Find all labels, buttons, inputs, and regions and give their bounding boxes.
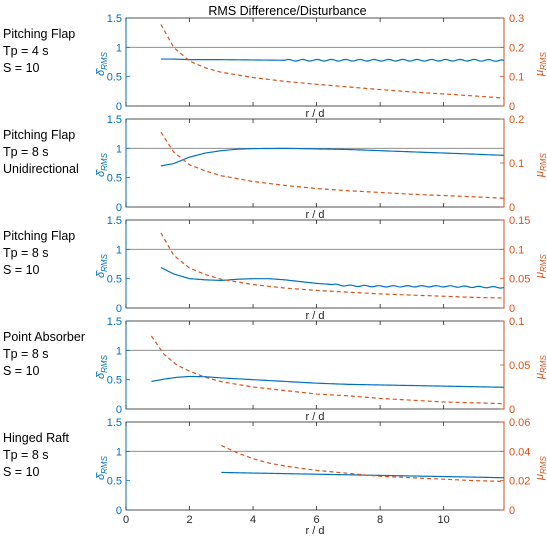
x-tick-label: 6: [314, 514, 320, 526]
left-tick-label: 0: [116, 303, 122, 315]
case-label-line: Tp = 8 s: [3, 145, 49, 159]
left-axis-label: δ̂RMS: [95, 253, 109, 278]
left-tick-label: 1: [116, 446, 122, 458]
right-tick-label: 0: [509, 101, 515, 113]
right-tick-label: 0: [509, 505, 515, 517]
left-tick-label: 1: [116, 345, 122, 357]
right-tick-label: 0.02: [509, 476, 530, 488]
x-tick-label: 10: [438, 514, 450, 526]
delta-rms-line: [151, 375, 505, 388]
case-label: Point Absorber Tp = 8 s S = 10: [3, 329, 85, 380]
right-tick-label: 0.15: [509, 215, 530, 227]
mu-rms-line: [160, 24, 505, 99]
right-tick-label: 0.1: [509, 158, 524, 170]
delta-rms-line: [160, 58, 505, 62]
case-label-line: S = 10: [3, 61, 40, 75]
right-tick-label: 0.04: [509, 446, 530, 458]
left-tick-label: 1.5: [107, 417, 122, 429]
right-tick-label: 0: [509, 404, 515, 416]
left-tick-label: 1.5: [107, 316, 122, 328]
right-axis-label: μRMS: [534, 153, 547, 178]
case-label-line: Tp = 8 s: [3, 347, 49, 361]
delta-rms-line: [160, 147, 505, 167]
panel-frame: [125, 219, 505, 309]
left-tick-label: 1.5: [107, 114, 122, 126]
x-tick-label: 8: [377, 514, 383, 526]
left-tick-label: 0.5: [107, 274, 122, 286]
mu-rms-line: [150, 335, 505, 405]
x-axis-label: r / d: [306, 108, 325, 120]
case-label-line: Unidirectional: [3, 162, 79, 176]
x-axis-label: r / d: [306, 411, 325, 423]
panel-frame: [125, 17, 505, 107]
x-tick-label: 2: [186, 514, 192, 526]
left-axis-label: δ̂RMS: [95, 51, 109, 76]
case-label: Pitching Flap Tp = 8 s Unidirectional: [3, 127, 79, 178]
panel-frame: [125, 118, 505, 208]
left-tick-label: 1: [116, 244, 122, 256]
case-label: Pitching Flap Tp = 8 s S = 10: [3, 228, 75, 279]
left-tick-label: 0: [116, 202, 122, 214]
case-label-line: Tp = 8 s: [3, 448, 49, 462]
right-tick-label: 0.2: [509, 42, 524, 54]
case-label-line: Pitching Flap: [3, 27, 76, 41]
right-tick-label: 0: [509, 202, 515, 214]
chart-title-text: RMS Difference/Disturbance: [208, 4, 367, 18]
right-axis-label: μRMS: [534, 355, 547, 380]
left-tick-label: 1: [116, 143, 122, 155]
x-tick-label: 4: [250, 514, 256, 526]
left-tick-label: 0.5: [107, 173, 122, 185]
case-label-line: Tp = 4 s: [3, 44, 49, 58]
left-axis-label: δ̂RMS: [95, 455, 109, 480]
mu-rms-line: [160, 232, 505, 299]
case-label-line: S = 10: [3, 465, 40, 479]
right-tick-label: 0.1: [509, 244, 524, 256]
left-tick-label: 0.5: [107, 375, 122, 387]
left-tick-label: 1: [116, 42, 122, 54]
panel-frame: [125, 421, 505, 511]
mu-rms-line: [221, 444, 505, 482]
right-tick-label: 0.05: [509, 360, 530, 372]
left-tick-label: 1.5: [107, 215, 122, 227]
right-tick-label: 0.3: [509, 13, 524, 25]
case-label-line: S = 10: [3, 263, 40, 277]
x-tick-label: 0: [123, 514, 129, 526]
case-label-line: Point Absorber: [3, 330, 85, 344]
chart-title: RMS Difference/Disturbance: [0, 2, 547, 20]
case-label: Hinged Raft Tp = 8 s S = 10: [3, 430, 69, 481]
x-axis-label: r / d: [306, 525, 325, 537]
delta-rms-line: [160, 266, 505, 289]
right-axis-label: μRMS: [534, 254, 547, 279]
left-tick-label: 0.5: [107, 476, 122, 488]
case-label-line: S = 10: [3, 364, 40, 378]
left-tick-label: 0: [116, 404, 122, 416]
right-axis-label: μRMS: [534, 456, 547, 481]
case-label-line: Pitching Flap: [3, 229, 76, 243]
left-axis-label: δ̂RMS: [95, 354, 109, 379]
left-tick-label: 0: [116, 101, 122, 113]
right-tick-label: 0.05: [509, 274, 530, 286]
right-tick-label: 0.06: [509, 417, 530, 429]
right-tick-label: 0.1: [509, 72, 524, 84]
right-tick-label: 0: [509, 303, 515, 315]
mu-rms-line: [160, 131, 505, 199]
panel-frame: [125, 320, 505, 410]
case-label-line: Hinged Raft: [3, 431, 70, 445]
x-axis-label: r / d: [306, 310, 325, 322]
right-tick-label: 0.2: [509, 114, 524, 126]
case-label: Pitching Flap Tp = 4 s S = 10: [3, 26, 75, 77]
x-axis-label: r / d: [306, 209, 325, 221]
case-label-line: Tp = 8 s: [3, 246, 49, 260]
case-label-line: Pitching Flap: [3, 128, 76, 142]
right-tick-label: 0.1: [509, 316, 524, 328]
left-tick-label: 1.5: [107, 13, 122, 25]
left-axis-label: δ̂RMS: [95, 152, 109, 177]
right-axis-label: μRMS: [534, 52, 547, 77]
left-tick-label: 0.5: [107, 72, 122, 84]
left-tick-label: 0: [116, 505, 122, 517]
